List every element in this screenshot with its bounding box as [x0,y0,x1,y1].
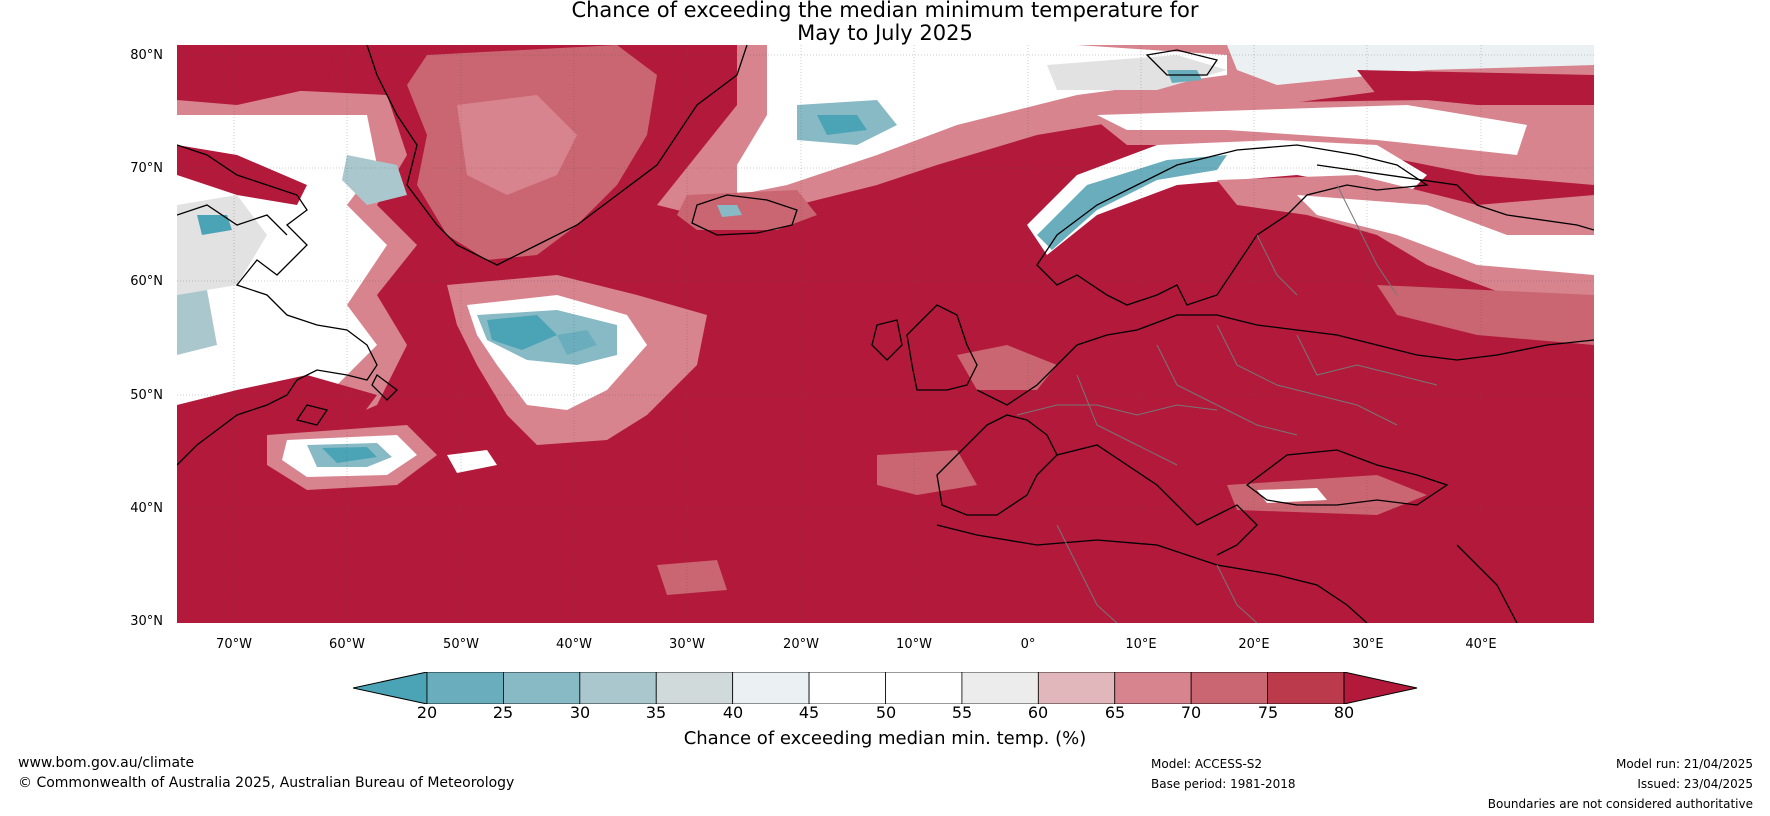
lon-label-10w: 10°W [896,637,932,652]
map-title-line2: May to July 2025 [797,21,973,45]
probability-map [177,45,1594,623]
lon-label-10e: 10°E [1125,637,1157,652]
colorbar [353,672,1418,704]
colorbar-tick: 70 [1180,703,1202,722]
colorbar-tick: 20 [416,703,438,722]
colorbar-extend-low [353,672,428,704]
lon-label-20e: 20°E [1238,637,1270,652]
lon-label-0: 0° [1020,637,1036,652]
colorbar-tick: 60 [1027,703,1049,722]
lat-label-80n: 80°N [130,48,163,63]
footer-model-run: Model run: 21/04/2025 [1615,757,1753,771]
colorbar-tick: 80 [1333,703,1355,722]
colorbar-tick: 25 [492,703,514,722]
lat-label-60n: 60°N [130,274,163,289]
colorbar-tick: 75 [1257,703,1279,722]
footer-disclaimer: Boundaries are not considered authoritat… [1487,797,1753,811]
colorbar-segment [1114,672,1192,704]
colorbar-segment [503,672,581,704]
lon-label-60w: 60°W [329,637,365,652]
map-title-line1: Chance of exceeding the median minimum t… [571,0,1199,22]
colorbar-segment [655,672,734,704]
footer-url: www.bom.gov.au/climate [18,755,195,771]
colorbar-tick: 65 [1104,703,1126,722]
colorbar-segment [885,672,963,704]
colorbar-tick: 45 [798,703,820,722]
lat-label-50n: 50°N [130,388,163,403]
footer-base-period: Base period: 1981-2018 [1151,777,1296,791]
colorbar-tick: 35 [645,703,667,722]
colorbar-segment [1267,672,1345,704]
colorbar-tick: 55 [951,703,973,722]
lon-label-70w: 70°W [216,637,252,652]
colorbar-tick: 30 [569,703,591,722]
colorbar-extend-high [1343,672,1418,704]
footer-copyright: © Commonwealth of Australia 2025, Austra… [18,775,515,791]
lat-label-70n: 70°N [130,161,163,176]
lon-label-50w: 50°W [443,637,479,652]
colorbar-segment [1037,672,1116,704]
colorbar-segment [961,672,1039,704]
colorbar-segment [579,672,657,704]
lat-label-30n: 30°N [130,614,163,629]
footer-issued: Issued: 23/04/2025 [1637,777,1753,791]
colorbar-segment [732,672,810,704]
colorbar-segment [1190,672,1268,704]
lon-label-30w: 30°W [669,637,705,652]
lon-label-40w: 40°W [556,637,592,652]
lat-label-40n: 40°N [130,501,163,516]
lon-label-20w: 20°W [783,637,819,652]
colorbar-label: Chance of exceeding median min. temp. (%… [683,728,1087,749]
lon-label-40e: 40°E [1465,637,1497,652]
colorbar-segment [808,672,886,704]
footer-model: Model: ACCESS-S2 [1151,757,1263,771]
colorbar-tick: 40 [722,703,744,722]
lon-label-30e: 30°E [1352,637,1384,652]
colorbar-segment [426,672,504,704]
colorbar-tick: 50 [875,703,897,722]
